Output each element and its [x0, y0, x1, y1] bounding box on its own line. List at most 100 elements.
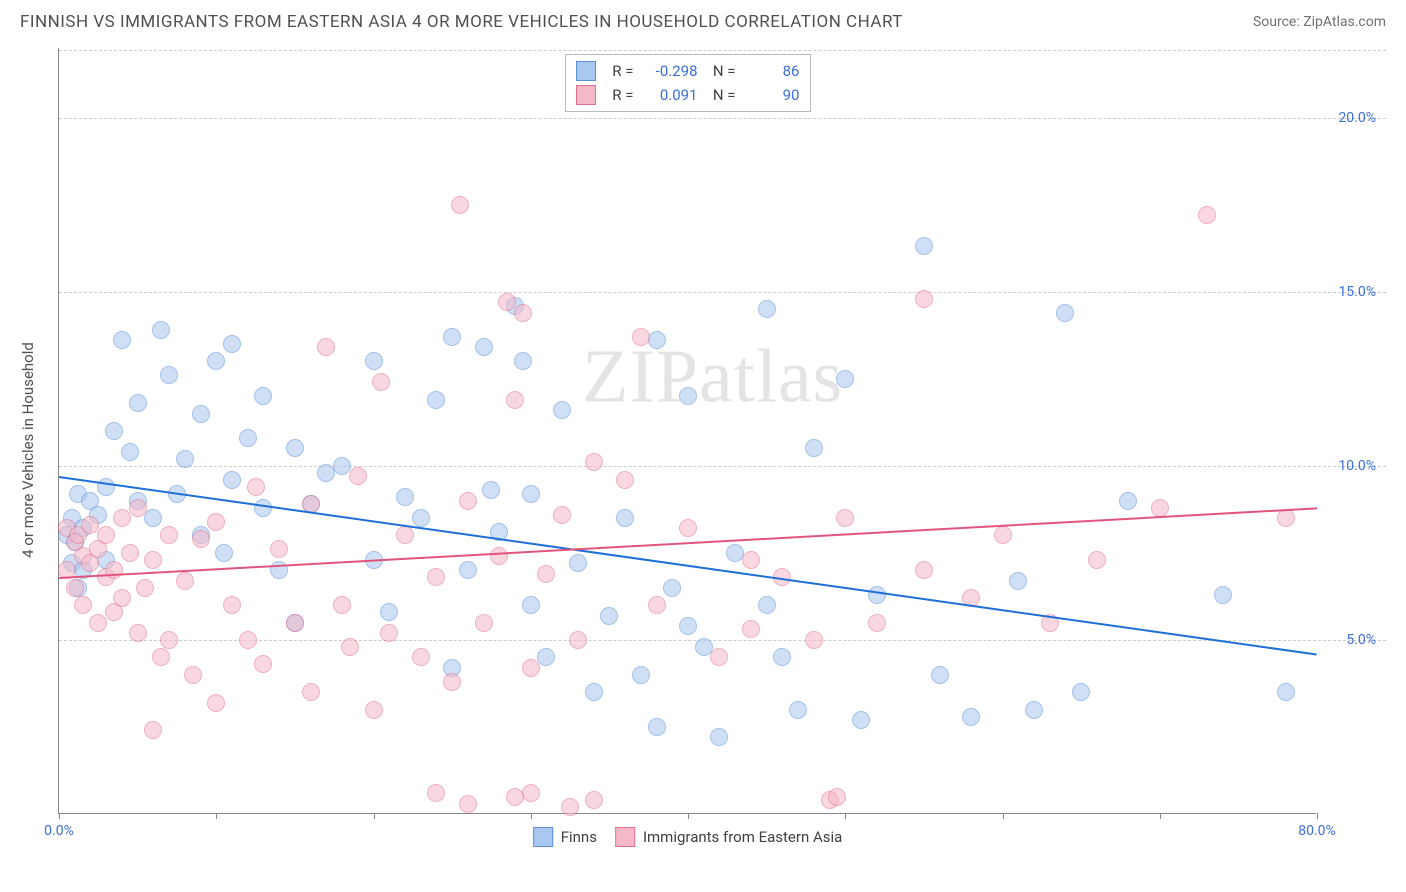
gridline [59, 50, 1386, 51]
scatter-point [239, 631, 257, 649]
scatter-point [1025, 701, 1043, 719]
scatter-point [632, 666, 650, 684]
scatter-point [648, 331, 666, 349]
scatter-point [482, 481, 500, 499]
scatter-point [223, 596, 241, 614]
scatter-point [160, 631, 178, 649]
scatter-point [758, 300, 776, 318]
scatter-point [184, 666, 202, 684]
scatter-point [412, 509, 430, 527]
scatter-point [1214, 586, 1232, 604]
scatter-point [915, 561, 933, 579]
scatter-point [247, 478, 265, 496]
scatter-point [931, 666, 949, 684]
scatter-point [522, 659, 540, 677]
x-tick [531, 813, 532, 819]
chart-title: FINNISH VS IMMIGRANTS FROM EASTERN ASIA … [20, 12, 903, 32]
legend-label: Immigrants from Eastern Asia [643, 828, 842, 846]
scatter-point [341, 638, 359, 656]
scatter-point [152, 321, 170, 339]
scatter-point [74, 596, 92, 614]
y-tick-label: 20.0% [1338, 110, 1376, 126]
scatter-point [585, 453, 603, 471]
stat-n-label: N = [706, 59, 736, 83]
scatter-point [97, 478, 115, 496]
scatter-point [553, 506, 571, 524]
scatter-point [105, 422, 123, 440]
scatter-point [742, 551, 760, 569]
stats-box: R =-0.298N =86R =0.091N =90 [565, 54, 811, 112]
scatter-point [632, 328, 650, 346]
scatter-point [915, 237, 933, 255]
stat-n-value: 90 [744, 83, 800, 107]
scatter-point [129, 394, 147, 412]
y-axis-label: 4 or more Vehicles in Household [19, 342, 37, 558]
scatter-point [207, 694, 225, 712]
scatter-point [836, 509, 854, 527]
scatter-point [443, 673, 461, 691]
scatter-point [459, 795, 477, 813]
scatter-point [1072, 683, 1090, 701]
x-tick-label: 0.0% [44, 823, 74, 839]
scatter-point [372, 373, 390, 391]
x-tick [845, 813, 846, 819]
scatter-point [600, 607, 618, 625]
scatter-point [349, 467, 367, 485]
scatter-point [380, 624, 398, 642]
scatter-point [380, 603, 398, 621]
scatter-point [569, 554, 587, 572]
scatter-point [144, 551, 162, 569]
scatter-point [679, 387, 697, 405]
scatter-point [396, 526, 414, 544]
legend-item: Immigrants from Eastern Asia [615, 827, 842, 847]
chart-source: Source: ZipAtlas.com [1253, 14, 1386, 30]
scatter-point [160, 526, 178, 544]
scatter-point [66, 579, 84, 597]
y-tick-label: 15.0% [1338, 284, 1376, 300]
scatter-point [553, 401, 571, 419]
scatter-point [254, 387, 272, 405]
scatter-point [537, 565, 555, 583]
scatter-point [805, 631, 823, 649]
scatter-point [412, 648, 430, 666]
y-tick-label: 5.0% [1346, 632, 1376, 648]
legend-label: Finns [561, 828, 597, 846]
scatter-point [994, 526, 1012, 544]
scatter-point [152, 648, 170, 666]
scatter-point [1277, 683, 1295, 701]
scatter-point [302, 683, 320, 701]
gridline [59, 640, 1386, 641]
scatter-point [317, 338, 335, 356]
scatter-point [522, 485, 540, 503]
scatter-point [506, 391, 524, 409]
stats-row: R =0.091N =90 [576, 83, 800, 107]
y-tick-label: 10.0% [1338, 458, 1376, 474]
scatter-point [710, 648, 728, 666]
scatter-point [215, 544, 233, 562]
scatter-point [192, 530, 210, 548]
scatter-point [144, 721, 162, 739]
scatter-point [286, 614, 304, 632]
scatter-point [773, 648, 791, 666]
scatter-point [160, 366, 178, 384]
scatter-point [805, 439, 823, 457]
scatter-point [710, 728, 728, 746]
gridline [59, 118, 1386, 119]
scatter-point [176, 450, 194, 468]
scatter-point [113, 589, 131, 607]
scatter-point [475, 614, 493, 632]
scatter-point [81, 516, 99, 534]
scatter-point [585, 683, 603, 701]
scatter-point [569, 631, 587, 649]
scatter-point [758, 596, 776, 614]
scatter-point [254, 655, 272, 673]
scatter-point [365, 701, 383, 719]
trend-line [59, 508, 1317, 580]
scatter-point [427, 391, 445, 409]
chart-container: 4 or more Vehicles in Household ZIPatlas… [48, 48, 1386, 852]
scatter-point [514, 304, 532, 322]
scatter-point [1056, 304, 1074, 322]
x-tick [1003, 813, 1004, 819]
scatter-point [239, 429, 257, 447]
scatter-point [522, 596, 540, 614]
